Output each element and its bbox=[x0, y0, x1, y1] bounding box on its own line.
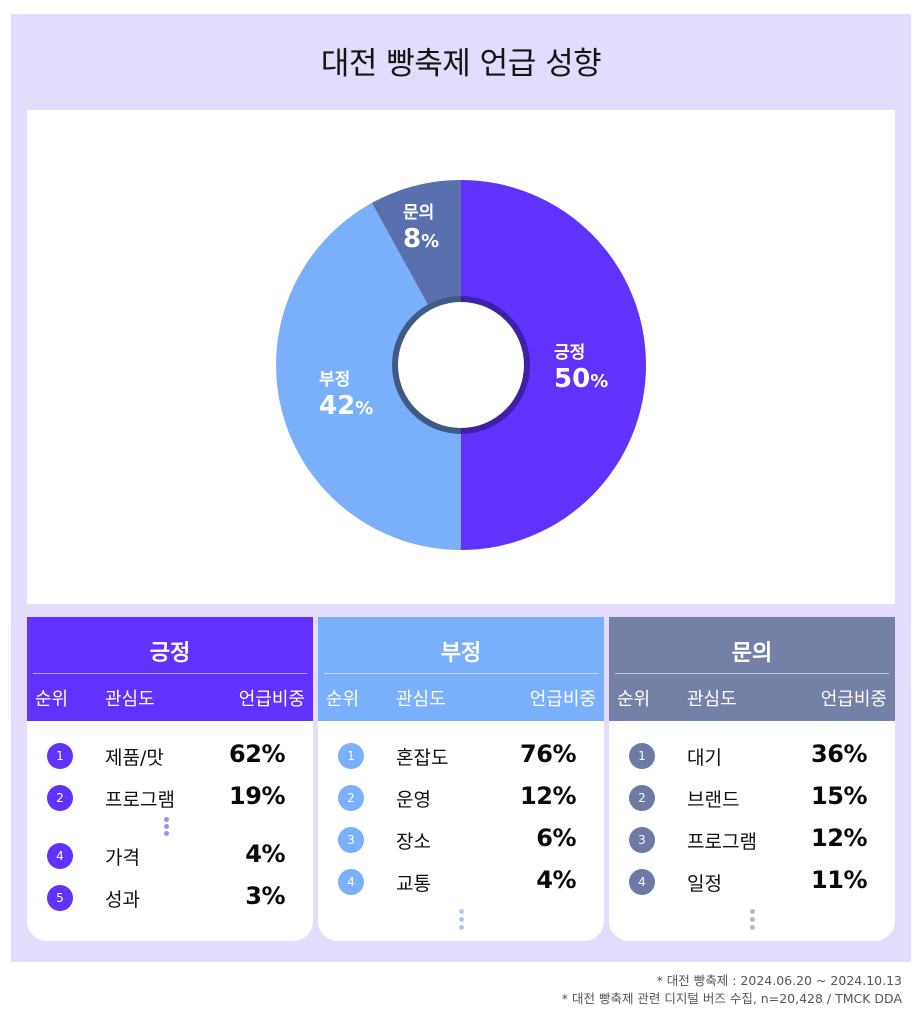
column-header-rank: 순위 bbox=[617, 689, 651, 710]
page-title: 대전 빵축제 언급 성향 bbox=[320, 46, 602, 82]
label-inquiry-unit: % bbox=[421, 231, 440, 252]
list-item: 2 프로그램 19% bbox=[27, 779, 313, 821]
footnote-source: * 대전 빵축제 관련 디지털 버즈 수집, n=20,428 / TMCK D… bbox=[561, 991, 902, 1006]
label-negative-name: 부정 bbox=[319, 370, 351, 390]
rank-badge: 2 bbox=[338, 785, 364, 811]
card-positive: 긍정 순위 관심도 언급비중 1 제품/맛 62% 2 프로그램 19% 4 가… bbox=[27, 617, 313, 941]
list-item: 2 운영 12% bbox=[318, 779, 604, 821]
topic-label: 대기 bbox=[687, 747, 722, 769]
topic-label: 브랜드 bbox=[687, 789, 740, 811]
topic-label: 프로그램 bbox=[105, 789, 175, 811]
ellipsis-dots-icon bbox=[318, 909, 604, 931]
list-item: 3 프로그램 12% bbox=[609, 821, 895, 863]
share-value: 11% bbox=[811, 866, 867, 894]
footnote-period: * 대전 빵축제 : 2024.06.20 ~ 2024.10.13 bbox=[656, 973, 902, 988]
topic-label: 장소 bbox=[396, 831, 431, 853]
share-value: 19% bbox=[229, 782, 285, 810]
ranking-list: 1 대기 36% 2 브랜드 15% 3 프로그램 12% 4 일정 11% bbox=[609, 721, 895, 931]
rank-badge: 1 bbox=[47, 743, 73, 769]
topic-label: 혼잡도 bbox=[396, 747, 449, 769]
label-negative-value: 42 bbox=[319, 391, 356, 421]
divider bbox=[324, 673, 598, 674]
card-negative: 부정 순위 관심도 언급비중 1 혼잡도 76% 2 운영 12% 3 장소 6… bbox=[318, 617, 604, 941]
card-inquiry-header: 문의 순위 관심도 언급비중 bbox=[609, 617, 895, 721]
card-title: 부정 bbox=[440, 641, 482, 666]
label-positive-name: 긍정 bbox=[554, 343, 586, 363]
list-item: 1 대기 36% bbox=[609, 737, 895, 779]
share-value: 6% bbox=[536, 824, 576, 852]
rank-badge: 2 bbox=[629, 785, 655, 811]
rank-badge: 1 bbox=[338, 743, 364, 769]
share-value: 4% bbox=[245, 840, 285, 868]
ranking-list: 1 혼잡도 76% 2 운영 12% 3 장소 6% 4 교통 4% bbox=[318, 721, 604, 931]
label-positive: 긍정 50% bbox=[554, 343, 609, 394]
rank-badge: 4 bbox=[47, 843, 73, 869]
list-item: 4 일정 11% bbox=[609, 863, 895, 905]
column-header-topic: 관심도 bbox=[105, 689, 155, 710]
footnotes: * 대전 빵축제 : 2024.06.20 ~ 2024.10.13 * 대전 … bbox=[562, 972, 902, 1008]
list-item: 4 가격 4% bbox=[27, 837, 313, 879]
share-value: 3% bbox=[245, 882, 285, 910]
share-value: 15% bbox=[811, 782, 867, 810]
label-inquiry-value: 8 bbox=[403, 224, 422, 254]
rank-badge: 4 bbox=[338, 869, 364, 895]
share-value: 36% bbox=[811, 740, 867, 768]
column-header-rank: 순위 bbox=[326, 689, 360, 710]
rank-badge: 4 bbox=[629, 869, 655, 895]
divider bbox=[615, 673, 889, 674]
topic-label: 가격 bbox=[105, 847, 140, 869]
label-inquiry-name: 문의 bbox=[403, 203, 435, 223]
card-positive-header: 긍정 순위 관심도 언급비중 bbox=[27, 617, 313, 721]
rank-badge: 1 bbox=[629, 743, 655, 769]
ranking-list: 1 제품/맛 62% 2 프로그램 19% 4 가격 4% 5 성과 3% bbox=[27, 721, 313, 921]
rank-badge: 2 bbox=[47, 785, 73, 811]
share-value: 4% bbox=[536, 866, 576, 894]
topic-label: 성과 bbox=[105, 889, 140, 911]
ellipsis-dots-icon bbox=[609, 909, 895, 931]
ellipsis-dots-icon bbox=[27, 817, 313, 837]
list-item: 3 장소 6% bbox=[318, 821, 604, 863]
share-value: 62% bbox=[229, 740, 285, 768]
divider bbox=[33, 673, 307, 674]
rank-badge: 3 bbox=[629, 827, 655, 853]
topic-label: 교통 bbox=[396, 873, 431, 895]
slice-negative bbox=[276, 202, 461, 550]
topic-label: 제품/맛 bbox=[105, 747, 164, 769]
list-item: 2 브랜드 15% bbox=[609, 779, 895, 821]
label-inquiry: 문의 8% bbox=[403, 203, 440, 254]
card-negative-header: 부정 순위 관심도 언급비중 bbox=[318, 617, 604, 721]
list-item: 1 혼잡도 76% bbox=[318, 737, 604, 779]
column-header-share: 언급비중 bbox=[820, 689, 887, 710]
rank-badge: 3 bbox=[338, 827, 364, 853]
share-value: 12% bbox=[520, 782, 576, 810]
rank-badge: 5 bbox=[47, 885, 73, 911]
label-negative-unit: % bbox=[355, 398, 374, 419]
donut-chart-svg bbox=[276, 180, 646, 550]
donut-chart: 문의 8% 긍정 50% 부정 42% bbox=[27, 110, 895, 604]
column-header-share: 언급비중 bbox=[529, 689, 596, 710]
slice-positive bbox=[461, 180, 646, 550]
column-header-topic: 관심도 bbox=[687, 689, 737, 710]
topic-label: 운영 bbox=[396, 789, 431, 811]
topic-label: 프로그램 bbox=[687, 831, 757, 853]
label-negative: 부정 42% bbox=[319, 370, 374, 421]
share-value: 12% bbox=[811, 824, 867, 852]
topic-label: 일정 bbox=[687, 873, 722, 895]
list-item: 4 교통 4% bbox=[318, 863, 604, 905]
card-inquiry: 문의 순위 관심도 언급비중 1 대기 36% 2 브랜드 15% 3 프로그램… bbox=[609, 617, 895, 941]
label-positive-value: 50 bbox=[554, 364, 591, 394]
list-item: 1 제품/맛 62% bbox=[27, 737, 313, 779]
label-positive-unit: % bbox=[590, 371, 609, 392]
list-item: 5 성과 3% bbox=[27, 879, 313, 921]
column-header-topic: 관심도 bbox=[396, 689, 446, 710]
donut-hole bbox=[398, 302, 524, 428]
column-header-rank: 순위 bbox=[35, 689, 69, 710]
column-header-share: 언급비중 bbox=[238, 689, 305, 710]
card-title: 문의 bbox=[731, 641, 773, 666]
card-title: 긍정 bbox=[149, 641, 191, 666]
share-value: 76% bbox=[520, 740, 576, 768]
